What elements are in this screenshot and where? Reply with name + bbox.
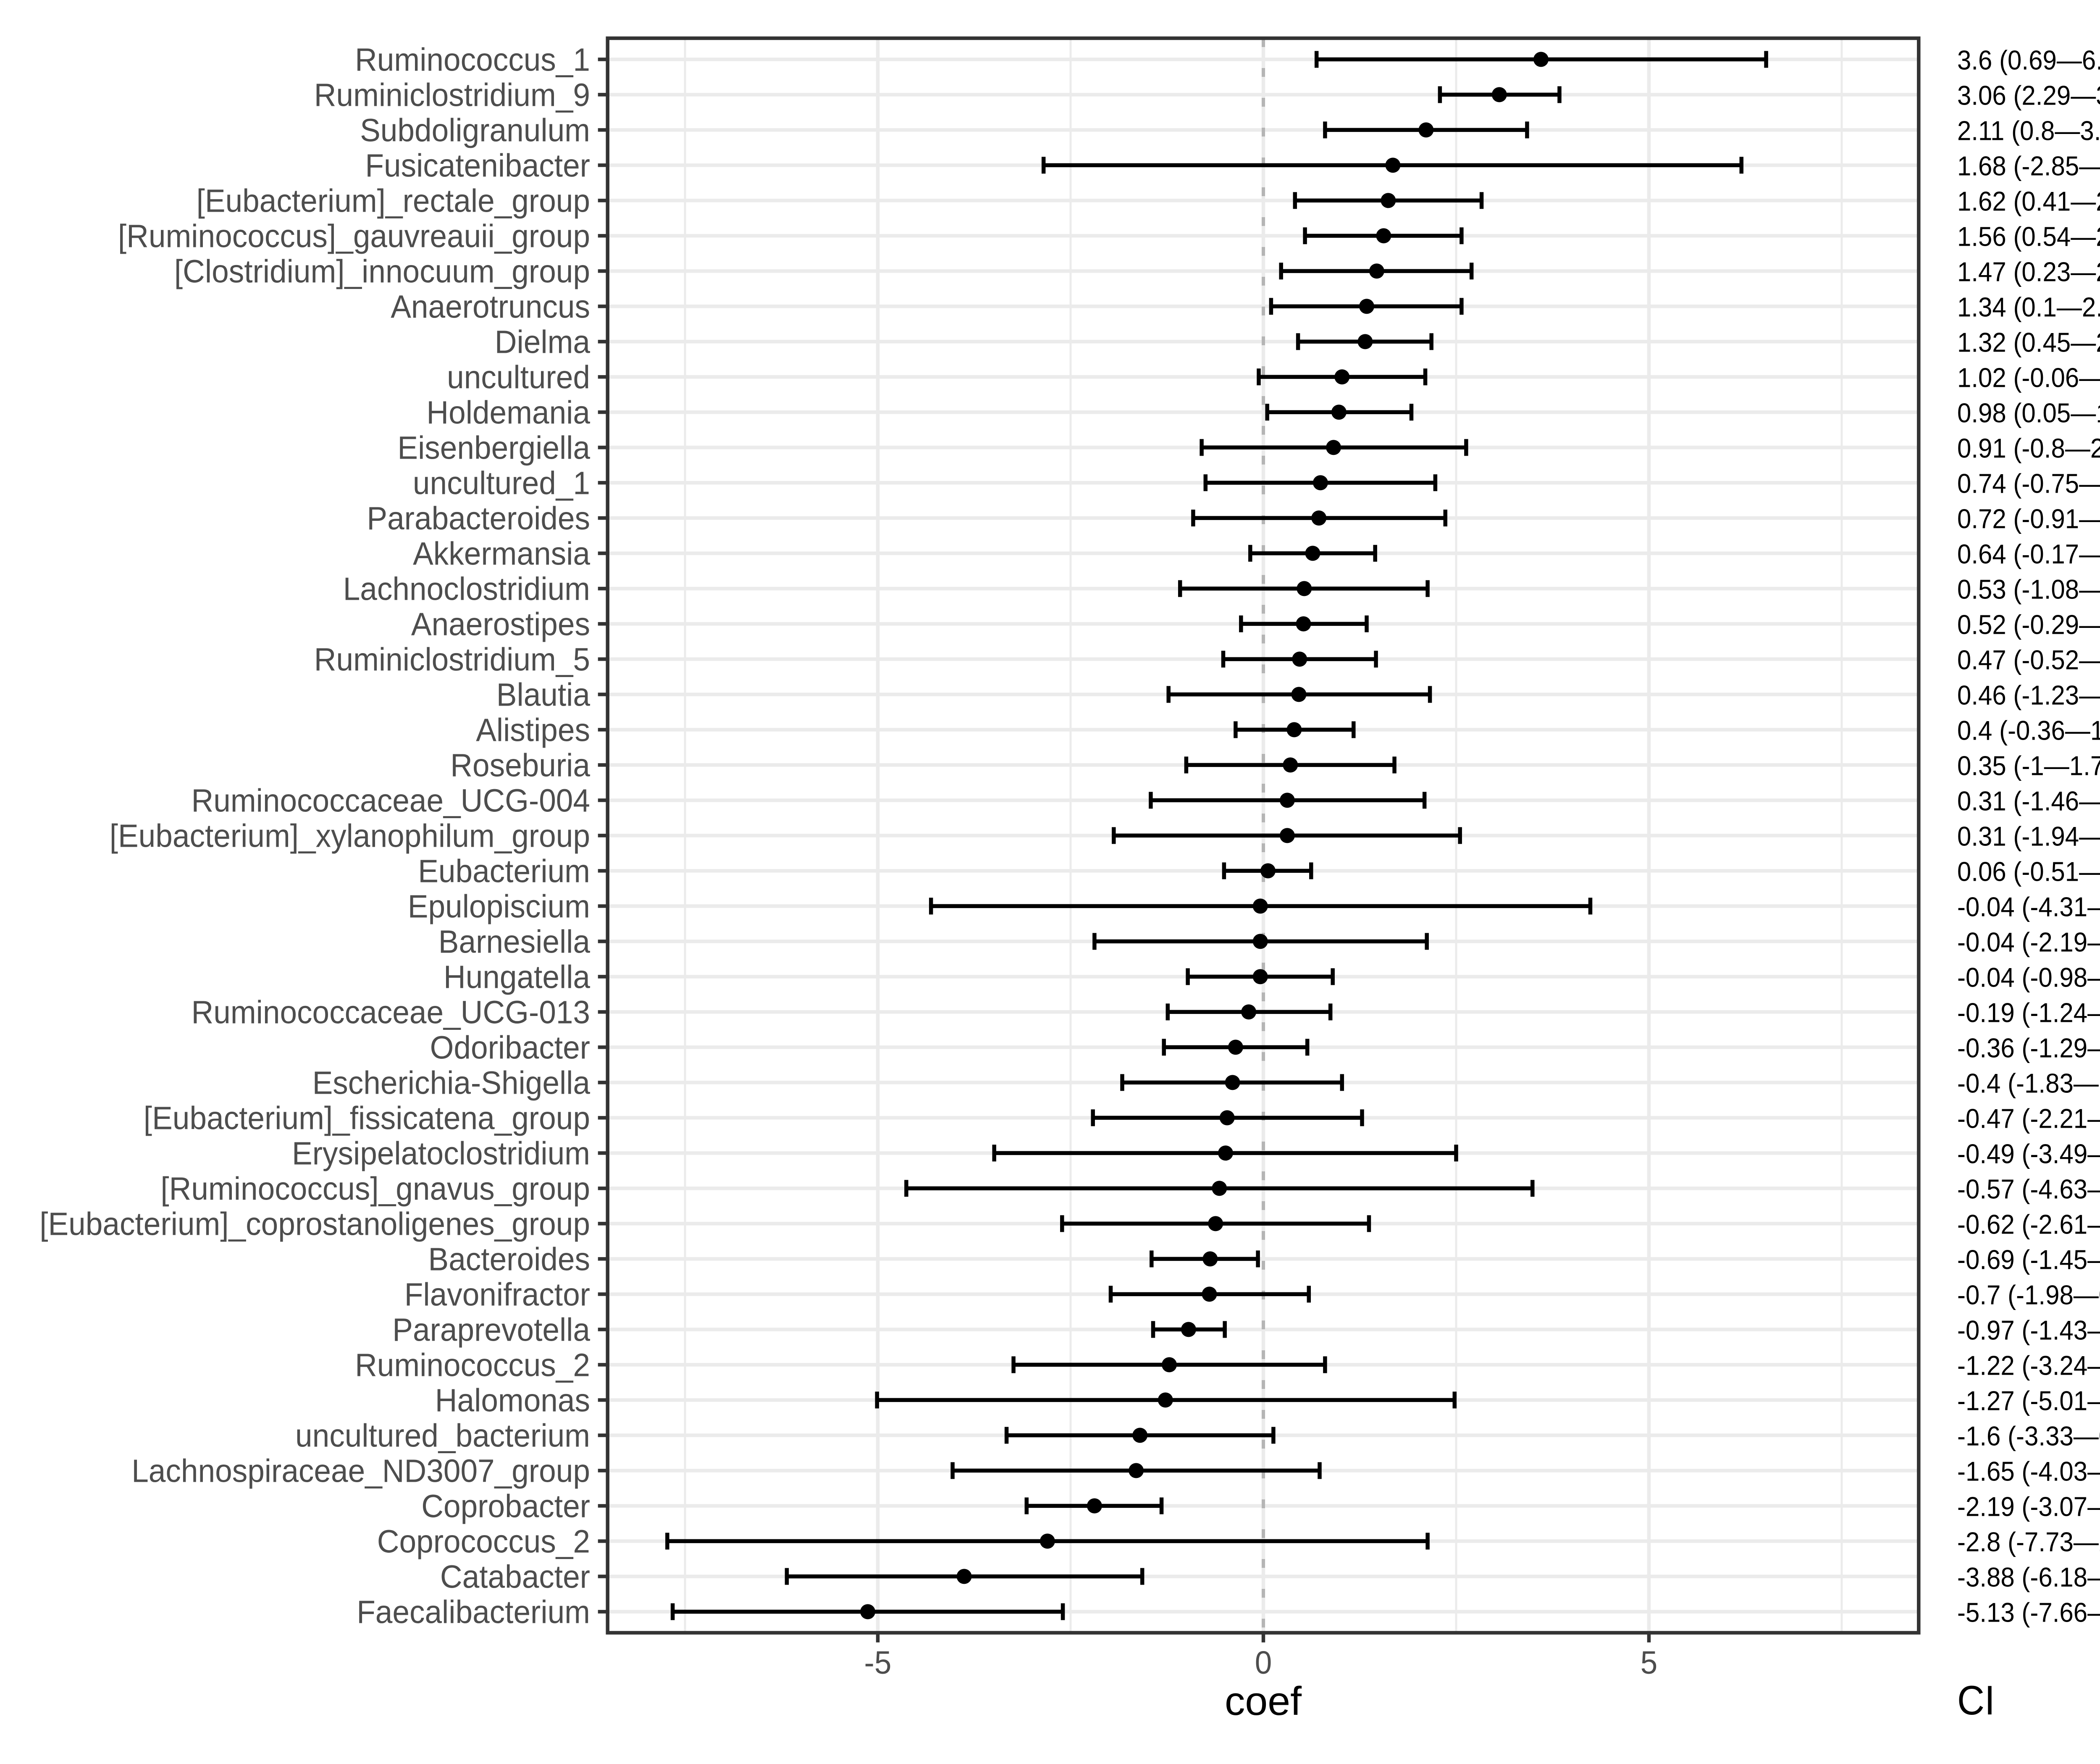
svg-text:Paraprevotella: Paraprevotella [392,1312,590,1348]
svg-text:Odoribacter: Odoribacter [430,1029,590,1066]
svg-text:-1.27 (-5.01—2.48): -1.27 (-5.01—2.48) [1957,1385,2100,1416]
svg-text:1.47 (0.23—2.7): 1.47 (0.23—2.7) [1957,256,2100,287]
svg-text:-5: -5 [864,1645,892,1681]
svg-text:1.32 (0.45—2.18): 1.32 (0.45—2.18) [1957,327,2100,357]
svg-text:Escherichia-Shigella: Escherichia-Shigella [312,1065,591,1101]
svg-text:3.6 (0.69—6.52): 3.6 (0.69—6.52) [1957,45,2100,75]
svg-text:-1.22 (-3.24—0.8): -1.22 (-3.24—0.8) [1957,1350,2100,1381]
svg-text:-0.04 (-4.31—4.24): -0.04 (-4.31—4.24) [1957,891,2100,922]
svg-text:[Eubacterium]_coprostanoligene: [Eubacterium]_coprostanoligenes_group [39,1206,590,1242]
svg-text:[Eubacterium]_fissicatena_grou: [Eubacterium]_fissicatena_group [144,1100,590,1136]
svg-text:Parabacteroides: Parabacteroides [367,500,590,536]
svg-text:Eisenbergiella: Eisenbergiella [397,430,590,466]
svg-text:Ruminococcaceae_UCG-004: Ruminococcaceae_UCG-004 [192,782,591,819]
svg-text:1.68 (-2.85—6.2): 1.68 (-2.85—6.2) [1957,150,2100,181]
svg-text:uncultured_1: uncultured_1 [413,465,590,501]
svg-text:Coprobacter: Coprobacter [421,1488,590,1524]
svg-text:0: 0 [1255,1645,1272,1681]
svg-text:Dielma: Dielma [495,324,590,360]
svg-text:0.4 (-0.36—1.17): 0.4 (-0.36—1.17) [1957,715,2100,746]
svg-text:-0.7 (-1.98—0.59): -0.7 (-1.98—0.59) [1957,1279,2100,1310]
svg-text:Subdoligranulum: Subdoligranulum [360,112,590,148]
svg-text:0.35 (-1—1.7): 0.35 (-1—1.7) [1957,750,2100,781]
svg-text:3.06 (2.29—3.84): 3.06 (2.29—3.84) [1957,80,2100,110]
svg-text:1.02 (-0.06—2.1): 1.02 (-0.06—2.1) [1957,362,2100,393]
svg-text:-0.4 (-1.83—1.02): -0.4 (-1.83—1.02) [1957,1068,2100,1098]
svg-text:0.91 (-0.8—2.63): 0.91 (-0.8—2.63) [1957,433,2100,463]
svg-text:[Ruminococcus]_gnavus_group: [Ruminococcus]_gnavus_group [160,1171,590,1207]
svg-text:1.56 (0.54—2.57): 1.56 (0.54—2.57) [1957,221,2100,252]
svg-text:Ruminococcaceae_UCG-013: Ruminococcaceae_UCG-013 [192,994,591,1030]
svg-text:-0.19 (-1.24—0.87): -0.19 (-1.24—0.87) [1957,997,2100,1028]
svg-text:Eubacterium: Eubacterium [418,853,590,889]
svg-text:Flavonifractor: Flavonifractor [404,1276,590,1312]
svg-text:Erysipelatoclostridium: Erysipelatoclostridium [292,1135,590,1171]
svg-text:Lachnoclostridium: Lachnoclostridium [343,571,590,607]
svg-text:Anaerostipes: Anaerostipes [411,606,590,642]
svg-text:0.06 (-0.51—0.62): 0.06 (-0.51—0.62) [1957,856,2100,887]
svg-text:Hungatella: Hungatella [444,959,590,995]
svg-text:0.46 (-1.23—2.16): 0.46 (-1.23—2.16) [1957,680,2100,710]
svg-text:0.72 (-0.91—2.36): 0.72 (-0.91—2.36) [1957,503,2100,534]
svg-text:Ruminococcus_2: Ruminococcus_2 [355,1347,590,1383]
svg-text:-0.69 (-1.45—-0.07): -0.69 (-1.45—-0.07) [1957,1244,2100,1275]
svg-text:Fusicatenibacter: Fusicatenibacter [365,147,590,184]
svg-text:-0.62 (-2.61—1.37): -0.62 (-2.61—1.37) [1957,1209,2100,1239]
svg-text:-1.6 (-3.33—0.13): -1.6 (-3.33—0.13) [1957,1420,2100,1451]
svg-text:-2.19 (-3.07—-1.32): -2.19 (-3.07—-1.32) [1957,1491,2100,1522]
svg-text:-0.49 (-3.49—2.5): -0.49 (-3.49—2.5) [1957,1138,2100,1169]
svg-text:Alistipes: Alistipes [476,712,590,748]
svg-text:-0.97 (-1.43—-0.5): -0.97 (-1.43—-0.5) [1957,1315,2100,1345]
svg-text:Epulopiscium: Epulopiscium [408,888,590,924]
svg-text:-0.57 (-4.63—3.49): -0.57 (-4.63—3.49) [1957,1173,2100,1204]
svg-text:Halomonas: Halomonas [435,1382,590,1418]
svg-text:2.11 (0.8—3.42): 2.11 (0.8—3.42) [1957,115,2100,146]
svg-text:0.64 (-0.17—1.45): 0.64 (-0.17—1.45) [1957,538,2100,569]
svg-text:-1.65 (-4.03—0.73): -1.65 (-4.03—0.73) [1957,1456,2100,1486]
svg-text:Roseburia: Roseburia [450,747,590,783]
svg-text:0.47 (-0.52—1.46): 0.47 (-0.52—1.46) [1957,644,2100,675]
svg-text:[Ruminococcus]_gauvreauii_grou: [Ruminococcus]_gauvreauii_group [118,218,590,254]
svg-text:uncultured_bacterium: uncultured_bacterium [295,1418,590,1454]
svg-text:-0.04 (-2.19—2.12): -0.04 (-2.19—2.12) [1957,927,2100,957]
svg-text:0.53 (-1.08—2.13): 0.53 (-1.08—2.13) [1957,574,2100,604]
svg-text:Ruminiclostridium_5: Ruminiclostridium_5 [314,641,590,677]
svg-text:-3.88 (-6.18—-1.57): -3.88 (-6.18—-1.57) [1957,1562,2100,1592]
svg-text:0.31 (-1.46—2.09): 0.31 (-1.46—2.09) [1957,785,2100,816]
svg-text:Coprococcus_2: Coprococcus_2 [377,1523,590,1559]
svg-text:Faecalibacterium: Faecalibacterium [357,1594,590,1630]
svg-text:Lachnospiraceae_ND3007_group: Lachnospiraceae_ND3007_group [131,1453,590,1489]
svg-text:[Eubacterium]_rectale_group: [Eubacterium]_rectale_group [197,183,590,219]
svg-text:-0.04 (-0.98—0.9): -0.04 (-0.98—0.9) [1957,962,2100,992]
svg-text:Anaerotruncus: Anaerotruncus [391,289,590,325]
svg-text:uncultured: uncultured [447,359,590,395]
svg-text:Holdemania: Holdemania [426,394,590,430]
svg-text:Ruminiclostridium_9: Ruminiclostridium_9 [314,77,590,113]
svg-text:Bacteroides: Bacteroides [428,1241,591,1277]
svg-text:0.31 (-1.94—2.55): 0.31 (-1.94—2.55) [1957,821,2100,851]
svg-text:0.98 (0.05—1.92): 0.98 (0.05—1.92) [1957,397,2100,428]
svg-text:-0.36 (-1.29—0.57): -0.36 (-1.29—0.57) [1957,1032,2100,1063]
svg-text:-0.47 (-2.21—1.28): -0.47 (-2.21—1.28) [1957,1103,2100,1134]
svg-text:Ruminococcus_1: Ruminococcus_1 [355,42,590,78]
svg-text:5: 5 [1641,1645,1658,1681]
svg-text:-2.8 (-7.73—2.13): -2.8 (-7.73—2.13) [1957,1526,2100,1557]
svg-text:[Clostridium]_innocuum_group: [Clostridium]_innocuum_group [174,253,590,289]
svg-text:Akkermansia: Akkermansia [413,536,590,572]
svg-text:CI: CI [1957,1677,1995,1723]
svg-text:coef: coef [1225,1679,1302,1724]
svg-text:0.52 (-0.29—1.34): 0.52 (-0.29—1.34) [1957,609,2100,640]
svg-text:0.74 (-0.75—2.23): 0.74 (-0.75—2.23) [1957,468,2100,499]
svg-text:1.62 (0.41—2.83): 1.62 (0.41—2.83) [1957,186,2100,216]
svg-text:1.34 (0.1—2.57): 1.34 (0.1—2.57) [1957,291,2100,322]
svg-text:Blautia: Blautia [496,677,590,713]
svg-text:-5.13 (-7.66—-2.6): -5.13 (-7.66—-2.6) [1957,1597,2100,1628]
svg-text:Catabacter: Catabacter [440,1559,590,1595]
svg-text:[Eubacterium]_xylanophilum_gro: [Eubacterium]_xylanophilum_group [110,818,590,854]
svg-text:Barnesiella: Barnesiella [438,924,590,960]
